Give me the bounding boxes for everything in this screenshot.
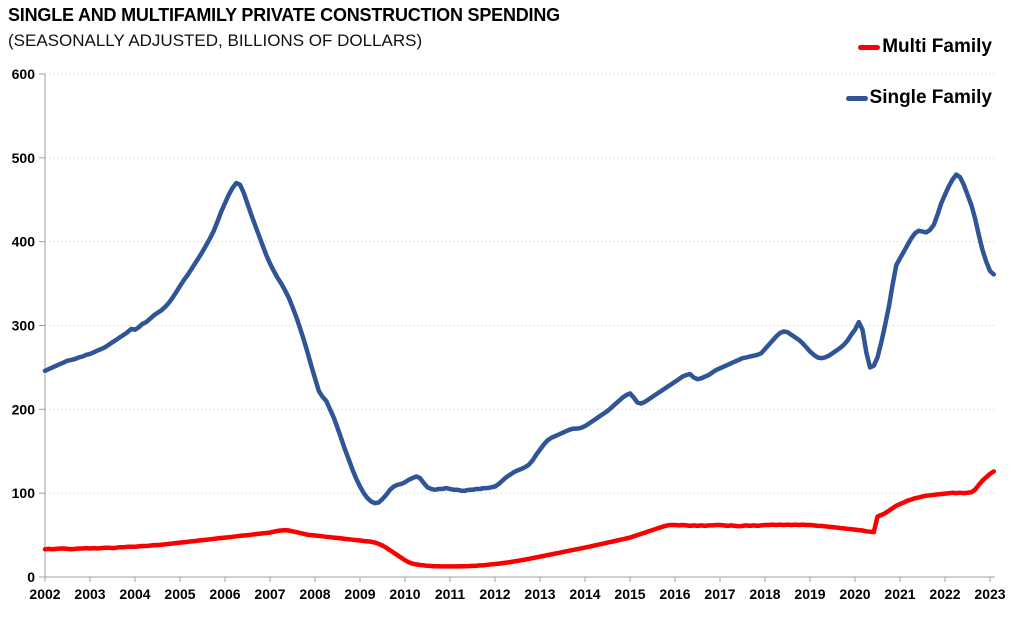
y-tick-label: 200 [12, 401, 36, 417]
x-tick-label: 2015 [614, 586, 645, 602]
x-tick-label: 2004 [119, 586, 150, 602]
x-tick-label: 2022 [929, 586, 960, 602]
y-tick-label: 100 [12, 485, 36, 501]
x-tick-label: 2007 [254, 586, 285, 602]
multi-family-line [42, 469, 997, 569]
x-tick-label: 2013 [524, 586, 555, 602]
x-tick-label: 2011 [435, 586, 466, 602]
x-tick-label: 2008 [299, 586, 330, 602]
x-tick-label: 2002 [29, 586, 60, 602]
x-tick-label: 2016 [659, 586, 690, 602]
chart-title: SINGLE AND MULTIFAMILY PRIVATE CONSTRUCT… [8, 5, 560, 25]
chart-subtitle: (SEASONALLY ADJUSTED, BILLIONS OF DOLLAR… [8, 31, 423, 50]
single-family-line [42, 172, 997, 506]
x-tick-label: 2006 [209, 586, 240, 602]
legend: Multi Family Single Family [845, 36, 992, 109]
y-tick-label: 0 [27, 569, 35, 585]
x-tick-label: 2003 [74, 586, 105, 602]
legend-item-multi-family: Multi Family [858, 36, 992, 58]
x-tick-label: 2021 [884, 586, 915, 602]
x-tick-label: 2017 [704, 586, 735, 602]
x-tick-label: 2019 [794, 586, 825, 602]
multi-family-line-swatch [858, 44, 881, 50]
x-tick-label: 2018 [749, 586, 780, 602]
y-tick-label: 500 [12, 150, 36, 166]
x-tick-label: 2010 [389, 586, 420, 602]
y-tick-label: 400 [12, 234, 36, 250]
x-tick-label: 2009 [344, 586, 375, 602]
x-tick-label: 2012 [479, 586, 510, 602]
multi-family-legend-label: Multi Family [882, 36, 992, 57]
x-tick-label: 2020 [839, 586, 870, 602]
single-family-legend-label: Single Family [869, 87, 992, 108]
x-tick-label: 2014 [569, 586, 600, 602]
x-tick-label: 2023 [974, 586, 1005, 602]
y-tick-label: 600 [12, 66, 36, 82]
y-tick-label: 300 [12, 318, 36, 334]
legend-item-single-family: Single Family [845, 87, 992, 109]
x-tick-label: 2005 [164, 586, 195, 602]
single-family-line-swatch [845, 95, 868, 101]
